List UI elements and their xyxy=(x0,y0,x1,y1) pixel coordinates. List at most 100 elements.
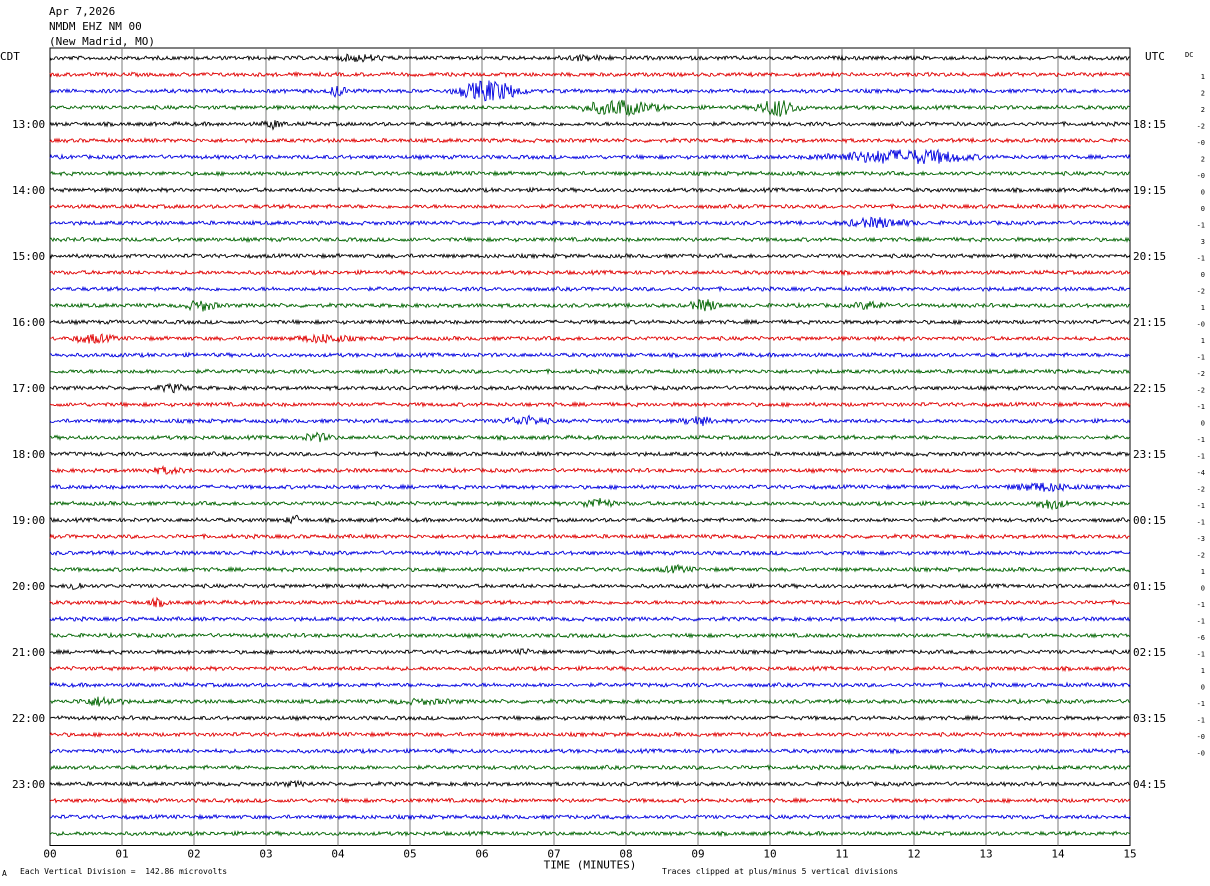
dc-offset-value: -1 xyxy=(1197,453,1205,461)
minute-tick-label: 04 xyxy=(331,848,345,861)
minute-tick-label: 12 xyxy=(907,848,920,861)
dc-offset-value: -1 xyxy=(1197,651,1205,659)
dc-offset-value: -2 xyxy=(1197,123,1205,131)
cdt-hour-label: 16:00 xyxy=(12,316,45,329)
utc-hour-label: 03:15 xyxy=(1133,712,1166,725)
utc-hour-label: 19:15 xyxy=(1133,184,1166,197)
seismic-trace xyxy=(49,747,1131,755)
seismic-trace xyxy=(49,830,1131,838)
dc-offset-value: -0 xyxy=(1197,321,1205,329)
seismic-trace xyxy=(49,367,1131,375)
minute-tick-label: 02 xyxy=(187,848,200,861)
seismic-trace xyxy=(49,582,1131,591)
minute-tick-label: 05 xyxy=(403,848,416,861)
dc-offset-value: 1 xyxy=(1201,568,1205,576)
seismic-trace xyxy=(49,681,1131,689)
dc-offset-value: -0 xyxy=(1197,139,1205,147)
seismic-trace xyxy=(49,514,1131,525)
x-axis-label: TIME (MINUTES) xyxy=(544,859,637,872)
minute-tick-label: 08 xyxy=(619,848,632,861)
seismic-trace xyxy=(49,216,1131,229)
utc-hour-label: 20:15 xyxy=(1133,250,1166,263)
seismic-trace xyxy=(49,465,1131,476)
seismic-trace xyxy=(49,70,1131,79)
seismic-trace xyxy=(50,169,1131,177)
minute-tick-label: 13 xyxy=(979,848,992,861)
station-location: (New Madrid, MO) xyxy=(49,35,155,48)
utc-hour-label: 18:15 xyxy=(1133,118,1166,131)
utc-hour-label: 22:15 xyxy=(1133,382,1166,395)
utc-hour-label: 04:15 xyxy=(1133,778,1166,791)
seismic-trace xyxy=(49,813,1131,821)
minute-tick-label: 07 xyxy=(547,848,560,861)
dc-offset-value: 0 xyxy=(1201,189,1205,197)
dc-offset-value: -1 xyxy=(1197,700,1205,708)
utc-hour-label: 23:15 xyxy=(1133,448,1166,461)
dc-offset-value: -1 xyxy=(1197,601,1205,609)
seismic-trace xyxy=(49,285,1131,293)
plot-frame xyxy=(49,47,1131,846)
cdt-hour-label: 13:00 xyxy=(12,118,45,131)
utc-hour-label: 21:15 xyxy=(1133,316,1166,329)
seismic-trace xyxy=(49,400,1131,408)
seismic-trace xyxy=(49,382,1131,394)
seismic-trace xyxy=(49,596,1131,608)
minute-tick-label: 06 xyxy=(475,848,488,861)
seismic-trace xyxy=(49,779,1131,789)
utc-hour-label: 02:15 xyxy=(1133,646,1166,659)
seismic-trace xyxy=(49,80,1131,102)
seismic-trace xyxy=(49,53,1131,63)
seismic-trace xyxy=(49,532,1130,540)
dc-offset-value: -0 xyxy=(1197,750,1205,758)
dc-offset-value: -1 xyxy=(1197,255,1205,263)
seismic-trace xyxy=(49,120,1131,131)
dc-offset-value: -2 xyxy=(1197,552,1205,560)
seismic-trace xyxy=(49,235,1131,243)
minute-tick-label: 10 xyxy=(763,848,776,861)
station-code: NMDM EHZ NM 00 xyxy=(49,20,142,33)
dc-offset-value: 0 xyxy=(1201,585,1205,593)
cdt-hour-label: 20:00 xyxy=(12,580,45,593)
dc-offset-value: -1 xyxy=(1197,502,1205,510)
dc-offset-value: -1 xyxy=(1197,519,1205,527)
dc-label: DC xyxy=(1185,51,1193,59)
cdt-hour-label: 23:00 xyxy=(12,778,45,791)
minute-tick-label: 14 xyxy=(1051,848,1065,861)
minute-tick-label: 01 xyxy=(115,848,128,861)
scale-note: Each Vertical Division = 142.86 microvol… xyxy=(20,867,228,876)
dc-offset-value: 2 xyxy=(1201,106,1205,114)
seismic-trace xyxy=(49,647,1131,656)
dc-offset-value: -1 xyxy=(1197,618,1205,626)
seismic-trace xyxy=(49,148,1131,165)
dc-offset-value: 1 xyxy=(1201,304,1205,312)
minute-tick-label: 03 xyxy=(259,848,272,861)
dc-offset-value: -1 xyxy=(1197,222,1205,230)
seismic-trace xyxy=(49,136,1131,144)
right-timezone-label: UTC xyxy=(1145,50,1165,63)
dc-offset-value: -6 xyxy=(1197,634,1205,642)
cdt-hour-label: 14:00 xyxy=(12,184,45,197)
utc-hour-label: 00:15 xyxy=(1133,514,1166,527)
dc-offset-value: 0 xyxy=(1201,684,1205,692)
seismic-trace xyxy=(49,318,1131,326)
seismic-trace xyxy=(49,414,1131,427)
minute-tick-label: 11 xyxy=(835,848,848,861)
seismic-trace xyxy=(49,763,1131,771)
dc-offset-value: -1 xyxy=(1197,403,1205,411)
plot-date: Apr 7,2026 xyxy=(49,5,116,18)
seismic-trace xyxy=(49,563,1131,574)
cdt-hour-label: 22:00 xyxy=(12,712,45,725)
seismic-trace xyxy=(49,351,1131,359)
dc-offset-value: 1 xyxy=(1201,337,1205,345)
dc-offset-value: 1 xyxy=(1201,73,1205,81)
seismic-trace xyxy=(49,186,1131,194)
cdt-hour-label: 17:00 xyxy=(12,382,45,395)
clip-note: Traces clipped at plus/minus 5 vertical … xyxy=(662,867,899,876)
seismic-trace xyxy=(49,498,1131,511)
seismic-trace xyxy=(49,714,1131,722)
cdt-hour-label: 18:00 xyxy=(12,448,45,461)
minute-tick-label: 15 xyxy=(1123,848,1136,861)
dc-offset-value: -0 xyxy=(1197,733,1205,741)
seismic-trace xyxy=(49,431,1131,443)
dc-offset-value: -0 xyxy=(1197,172,1205,180)
